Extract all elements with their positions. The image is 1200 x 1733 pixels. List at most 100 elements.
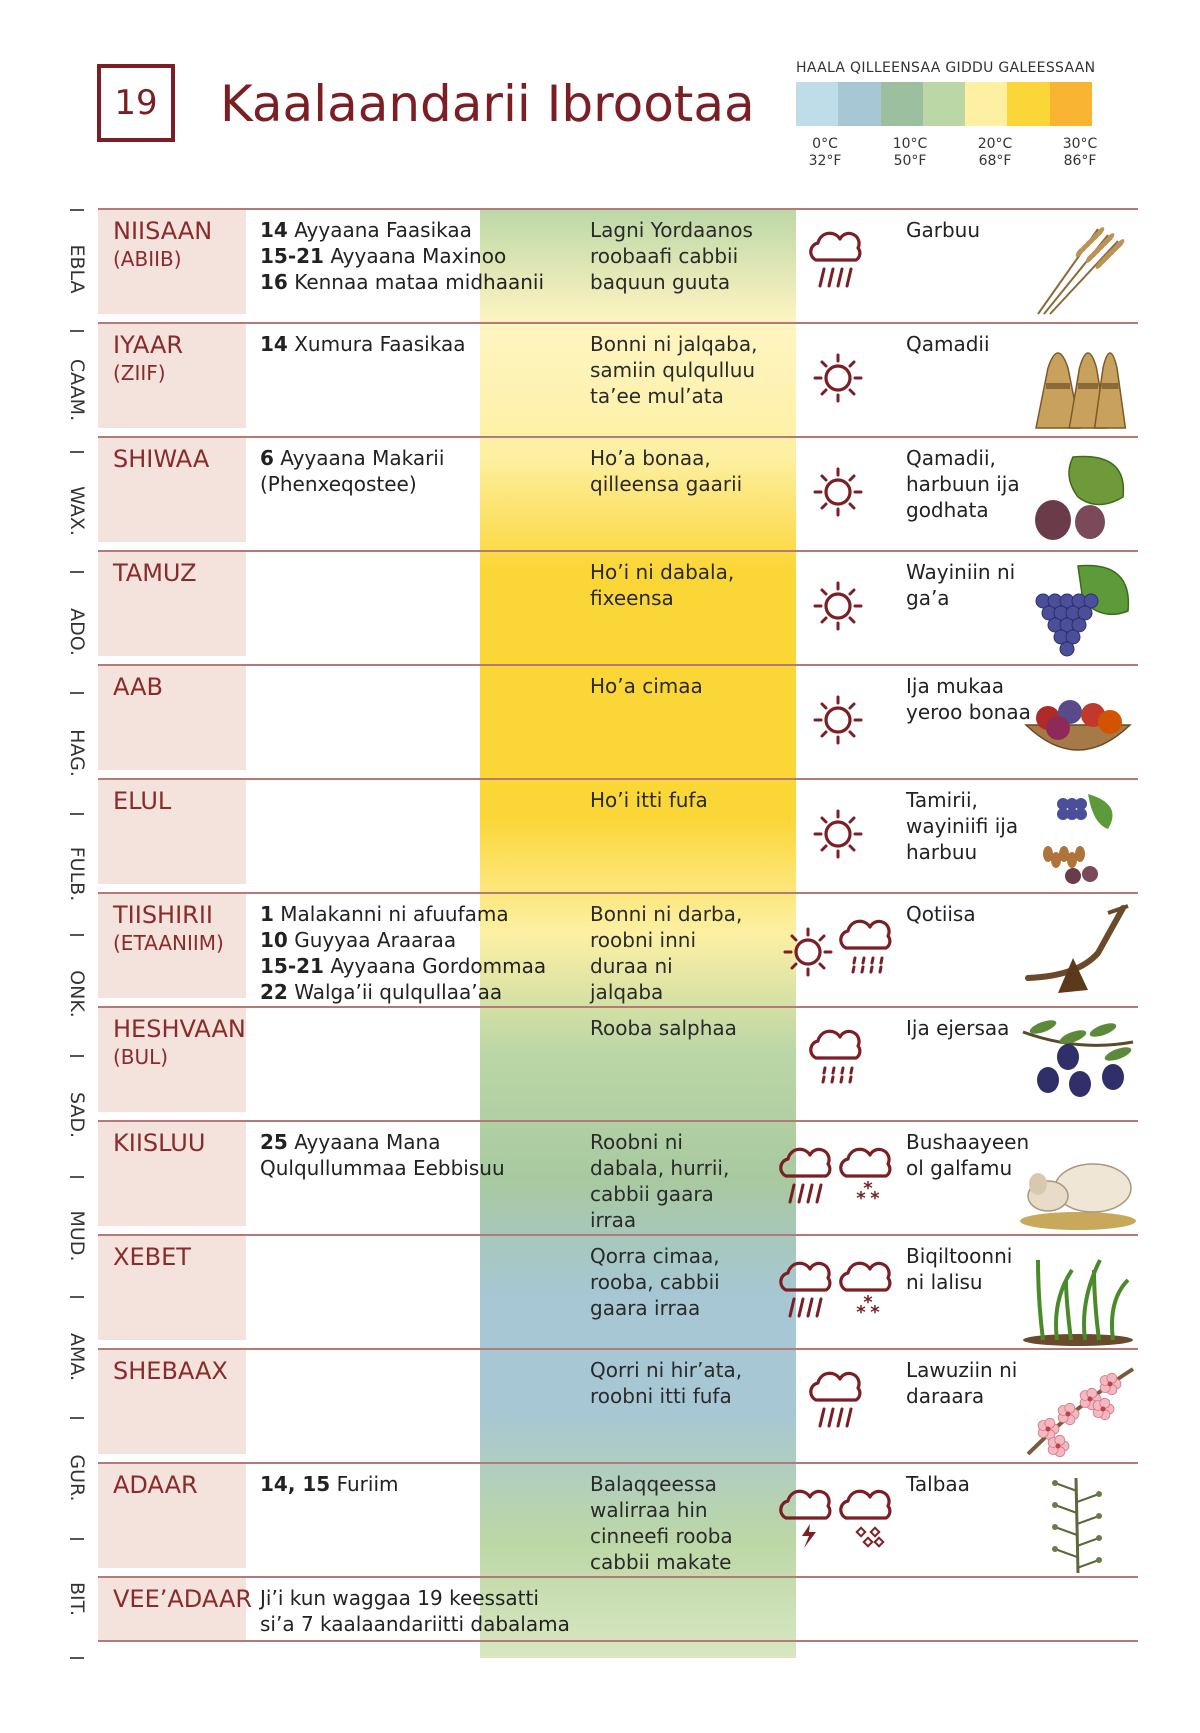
legend-fahrenheit: 68°F — [978, 153, 1012, 169]
festival-item: 14 Ayyaana Faasikaa — [260, 217, 570, 243]
legend-color-bar — [796, 82, 1092, 126]
festival-day: 15-21 — [260, 244, 324, 268]
drizzle-icon — [809, 1029, 862, 1084]
festival-name: Walga’ii qulqullaa’aa — [294, 980, 503, 1004]
legend-swatch — [1007, 82, 1050, 126]
gregorian-month-label: SAD. — [66, 1092, 88, 1139]
gregorian-month-label: CAAM. — [66, 359, 88, 422]
festival-name: Ji’i kun waggaa 19 keessatti si’a 7 kaal… — [260, 1586, 570, 1636]
gregorian-month-label: AMA. — [66, 1332, 88, 1381]
festival-name: Furiim — [336, 1472, 399, 1496]
svg-text:*: * — [870, 1302, 880, 1323]
month-cell: SHIWAA — [98, 438, 246, 542]
month-alt-name: (ABIIB) — [113, 247, 182, 271]
weather-icons — [813, 353, 863, 403]
gregorian-month: WAX. — [60, 450, 94, 572]
festival-name: Ayyaana Mana Qulqullummaa Eebbisuu — [260, 1130, 505, 1180]
month-cell: IYAAR (ZIIF) — [98, 324, 246, 428]
month-row: TAMUZ Ho’i ni dabala, fixeensa Wayiniin ni… — [98, 550, 1138, 664]
gregorian-month-strip: EBLA CAAM. WAX. ADO. HAG. FULB. ONK. SAD. MUD. AM… — [60, 209, 94, 1659]
svg-text:*: * — [870, 1188, 880, 1209]
sun-icon — [813, 353, 863, 403]
legend-label: 0°C 32°F — [800, 136, 850, 170]
month-row: SHIWAA 6 Ayyaana Makarii (Phenxeqostee) Ho… — [98, 436, 1138, 550]
gregorian-month-label: ADO. — [66, 607, 88, 656]
festival-day: 1 — [260, 902, 274, 926]
month-name: HESHVAAN — [113, 1015, 246, 1043]
olive-icon — [1022, 1020, 1134, 1097]
chapter-number-box: 19 — [97, 64, 175, 142]
festival-list: 14 Ayyaana Faasikaa 15-21 Ayyaana Maxinoo… — [260, 217, 570, 295]
legend-fahrenheit: 50°F — [893, 153, 927, 169]
weather-icons — [809, 231, 862, 288]
legend-swatch — [796, 82, 839, 126]
temperature-legend: HAALA QILLEENSAA GIDDU GALEESSAAN 0°C 32°… — [796, 60, 1116, 176]
weather-icons — [813, 467, 863, 517]
thunderstorm-icon — [779, 1489, 832, 1548]
agriculture-note: Lawuziin ni daraara — [906, 1358, 1018, 1408]
weather-description: Rooba salphaa — [590, 1016, 737, 1040]
festival-item: 14, 15 Furiim — [260, 1471, 570, 1497]
month-name: ADAAR — [113, 1471, 198, 1499]
agriculture-note: Bushaayeen ol galfamu — [906, 1130, 1030, 1180]
legend-swatch — [838, 82, 881, 126]
legend-label: 10°C 50°F — [885, 136, 935, 170]
legend-label: 20°C 68°F — [970, 136, 1020, 170]
legend-label: 30°C 86°F — [1055, 136, 1105, 170]
sun-icon — [783, 927, 833, 977]
month-cell: TAMUZ — [98, 552, 246, 656]
month-row: TIISHIRII (ETAANIIM) 1 Malakanni ni afuufa… — [98, 892, 1138, 1006]
fig-icon — [1035, 455, 1125, 540]
weather-icons — [809, 1029, 862, 1084]
legend-fahrenheit: 32°F — [808, 153, 842, 169]
legend-title: HAALA QILLEENSAA GIDDU GALEESSAAN — [796, 60, 1096, 76]
month-name: IYAAR — [113, 331, 184, 359]
wheat-sheaf-icon — [1035, 352, 1127, 429]
gregorian-month: SAD. — [60, 1054, 94, 1176]
festival-item: 15-21 Ayyaana Gordommaa — [260, 953, 570, 979]
agriculture-note: Ija mukaa yeroo bonaa — [906, 674, 1031, 724]
weather-icons — [813, 695, 863, 745]
gregorian-month-label: ONK. — [66, 970, 88, 1019]
sun-icon — [813, 695, 863, 745]
rain-icon — [779, 1261, 832, 1318]
sun-icon — [813, 581, 863, 631]
festival-item: 14 Xumura Faasikaa — [260, 331, 570, 357]
agriculture-note: Qotiisa — [906, 902, 976, 926]
month-name: AAB — [113, 673, 163, 701]
festival-name: Kennaa mataa midhaanii — [294, 270, 545, 294]
fruit-basket-icon — [1024, 700, 1132, 751]
agriculture-note: Ija ejersaa — [906, 1016, 1010, 1040]
sheep-icon — [1020, 1163, 1136, 1230]
snow-icon: ** * — [839, 1261, 892, 1323]
festival-list: Ji’i kun waggaa 19 keessatti si’a 7 kaal… — [260, 1585, 570, 1637]
weather-icons — [779, 1489, 892, 1548]
festival-item: 6 Ayyaana Makarii (Phenxeqostee) — [260, 445, 570, 497]
rain-icon — [809, 1371, 862, 1428]
weather-description: Ho’a bonaa, qilleensa gaarii — [590, 446, 743, 496]
month-name: TAMUZ — [113, 559, 197, 587]
festival-item: 16 Kennaa mataa midhaanii — [260, 269, 570, 295]
gregorian-month: ADO. — [60, 571, 94, 692]
weather-description: Qorra cimaa, rooba, cabbii gaara irraa — [590, 1244, 720, 1320]
blossom-icon — [1026, 1367, 1135, 1458]
gregorian-month: CAAM. — [60, 329, 94, 451]
legend-celsius: 10°C — [892, 136, 928, 152]
festival-day: 6 — [260, 446, 274, 470]
festival-day: 10 — [260, 928, 288, 952]
festival-day: 14 — [260, 218, 288, 242]
svg-text:*: * — [856, 1302, 866, 1323]
festival-list: 14 Xumura Faasikaa — [260, 331, 570, 357]
page-title: Kaalaandarii Ibrootaa — [220, 75, 755, 133]
sun-icon — [813, 467, 863, 517]
festival-item: 15-21 Ayyaana Maxinoo — [260, 243, 570, 269]
festival-name: Malakanni ni afuufama — [280, 902, 509, 926]
month-row: ELUL Ho’i itti fufa Tamirii, wayiniifi ija… — [98, 778, 1138, 892]
month-cell: SHEBAAX — [98, 1350, 246, 1454]
gregorian-month-label: MUD. — [66, 1210, 88, 1262]
legend-fahrenheit: 86°F — [1063, 153, 1097, 169]
month-cell: VEE’ADAAR — [98, 1578, 252, 1640]
festival-list: 25 Ayyaana Mana Qulqullummaa Eebbisuu — [260, 1129, 570, 1181]
drizzle-icon — [839, 919, 892, 974]
agriculture-note: Talbaa — [906, 1472, 970, 1496]
